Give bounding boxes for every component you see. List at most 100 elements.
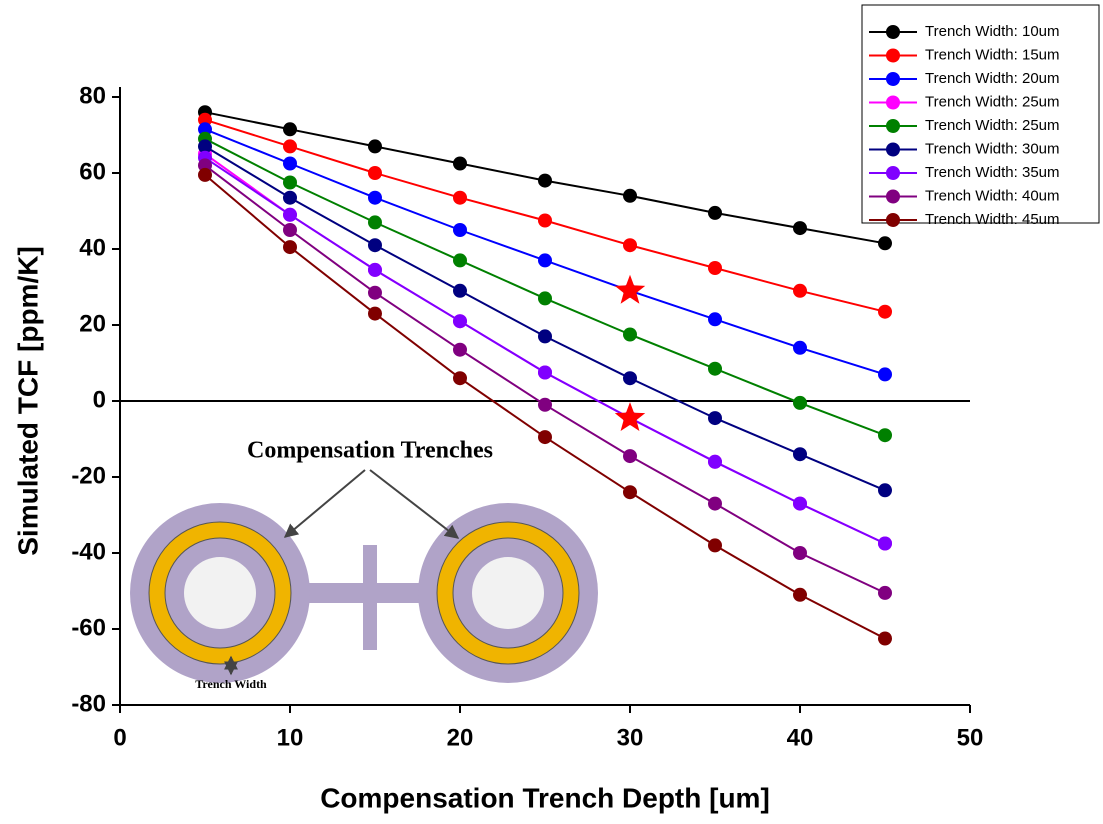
x-tick-label: 10 [277,724,304,751]
point [708,261,722,275]
point [623,371,637,386]
point [538,329,552,344]
legend-marker [886,213,900,227]
highlight-star [614,402,646,432]
point [878,585,892,600]
point [793,221,807,236]
arrow [283,469,366,538]
point [538,213,552,228]
point [453,314,467,329]
y-tick-label: 80 [79,82,106,109]
legend-marker [886,48,900,63]
point [623,485,637,500]
point [708,496,722,511]
point [538,430,552,445]
point [368,166,382,180]
point [878,428,892,443]
x-axis-title: Compensation Trench Depth [um] [320,782,770,813]
point [368,285,382,300]
point [878,367,892,382]
point [708,454,722,469]
point [368,215,382,230]
legend-label: Trench Width: 35um [925,164,1060,181]
y-tick-label: -40 [71,538,106,565]
point [878,631,892,646]
x-tick-label: 40 [787,724,814,751]
legend-label: Trench Width: 25um [925,117,1060,134]
x-tick-label: 0 [113,724,126,751]
point [283,122,297,137]
point [623,449,637,464]
y-tick-label: -20 [71,462,106,489]
point [283,139,297,154]
point [198,167,212,182]
legend-marker [886,142,900,157]
point [453,253,467,268]
point [453,190,467,205]
legend-marker [886,95,900,110]
point [708,361,722,376]
point [538,291,552,306]
point [793,587,807,602]
point [878,536,892,551]
annotation: Compensation Trenches [247,438,493,464]
point [793,546,807,560]
point [793,283,807,298]
y-tick-label: -60 [71,614,106,641]
series-line [204,153,886,545]
point [878,236,892,251]
point [453,342,467,357]
legend-label: Trench Width: 15um [925,46,1060,63]
point [538,365,552,380]
x-tick-label: 20 [447,724,474,751]
point [793,447,807,462]
point [368,306,382,321]
highlight-star [614,274,646,304]
legend-marker [886,166,900,180]
inset-diagram: Compensation Trenches Trench Width [130,438,598,691]
point [453,223,467,237]
y-tick-label: -80 [71,690,106,717]
point [708,312,722,327]
ring-hole [472,557,544,629]
legend: Trench Width: 10um Trench Width: 15um Tren… [861,4,1100,228]
point [283,207,297,222]
point [538,253,552,268]
x-tick-label: 30 [617,724,644,751]
y-tick-label: 60 [79,158,106,185]
point [538,397,552,412]
point [453,283,467,298]
point [453,156,467,171]
point [708,411,722,426]
y-tick-label: 40 [79,234,106,261]
legend-label: Trench Width: 10um [925,23,1060,40]
point [623,238,637,253]
point [538,173,552,188]
point [368,139,382,154]
point [793,395,807,410]
y-tick-label: 0 [93,386,106,413]
point [453,371,467,386]
legend-marker [886,25,900,39]
point [283,240,297,255]
point [878,304,892,319]
legend-marker [886,189,900,204]
point [368,238,382,253]
point [793,496,807,511]
point [708,205,722,220]
point [283,156,297,171]
point [793,340,807,355]
y-axis-title: Simulated TCF [ppm/K] [12,246,43,556]
legend-label: Trench Width: 40um [925,187,1060,204]
point [283,175,297,190]
arrow [369,469,460,539]
legend-label: Trench Width: 25um [925,93,1060,110]
y-tick-label: 20 [79,310,106,337]
point [878,483,892,498]
point [368,190,382,205]
ring-hole [184,557,256,629]
legend-box [861,4,1100,224]
annotation: Trench Width [195,677,267,691]
connector [363,545,377,650]
